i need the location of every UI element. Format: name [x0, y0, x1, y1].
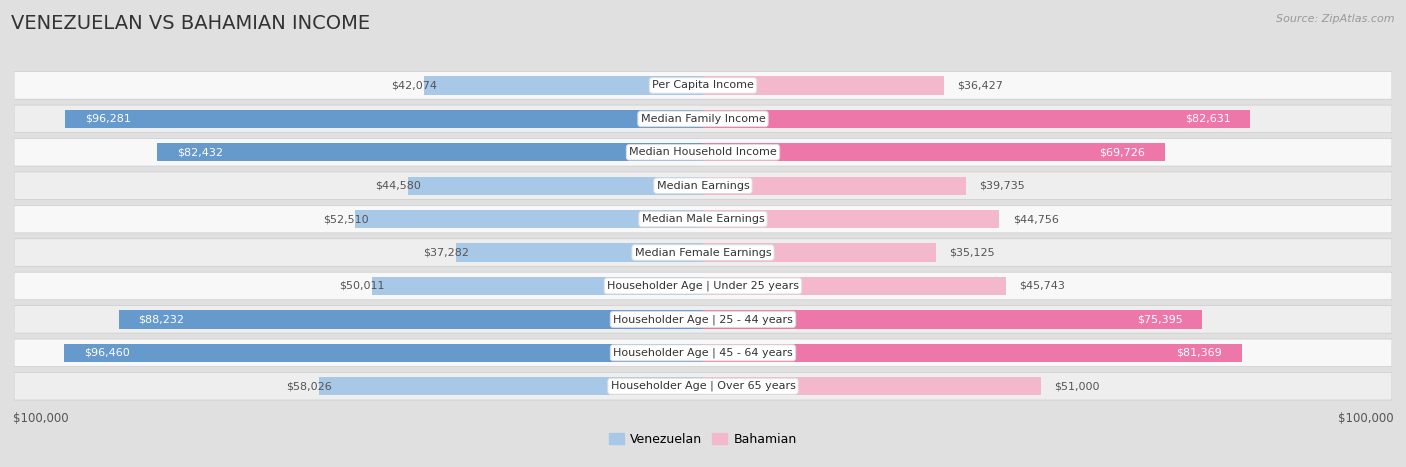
- Bar: [703, 143, 1166, 162]
- Text: Median Household Income: Median Household Income: [628, 147, 778, 157]
- Text: VENEZUELAN VS BAHAMIAN INCOME: VENEZUELAN VS BAHAMIAN INCOME: [11, 14, 370, 33]
- Bar: [703, 210, 1000, 228]
- Text: $96,460: $96,460: [84, 348, 129, 358]
- Text: Per Capita Income: Per Capita Income: [652, 80, 754, 91]
- Text: $45,743: $45,743: [1019, 281, 1066, 291]
- Text: Householder Age | 25 - 44 years: Householder Age | 25 - 44 years: [613, 314, 793, 325]
- Bar: [703, 310, 1202, 329]
- Bar: [703, 243, 935, 262]
- Text: Householder Age | Under 25 years: Householder Age | Under 25 years: [607, 281, 799, 291]
- Text: $96,281: $96,281: [86, 114, 131, 124]
- Bar: [703, 277, 1007, 295]
- FancyBboxPatch shape: [14, 105, 1392, 133]
- Legend: Venezuelan, Bahamian: Venezuelan, Bahamian: [605, 428, 801, 451]
- Text: Median Female Earnings: Median Female Earnings: [634, 248, 772, 257]
- Text: Median Earnings: Median Earnings: [657, 181, 749, 191]
- FancyBboxPatch shape: [14, 139, 1392, 166]
- Bar: [456, 243, 703, 262]
- Text: Median Family Income: Median Family Income: [641, 114, 765, 124]
- FancyBboxPatch shape: [14, 239, 1392, 266]
- Text: Householder Age | Over 65 years: Householder Age | Over 65 years: [610, 381, 796, 391]
- FancyBboxPatch shape: [14, 172, 1392, 199]
- Text: Source: ZipAtlas.com: Source: ZipAtlas.com: [1277, 14, 1395, 24]
- FancyBboxPatch shape: [14, 272, 1392, 300]
- Bar: [65, 344, 703, 362]
- Bar: [157, 143, 703, 162]
- Bar: [703, 110, 1250, 128]
- Text: $82,631: $82,631: [1185, 114, 1230, 124]
- Text: $82,432: $82,432: [177, 147, 222, 157]
- Text: $44,580: $44,580: [375, 181, 420, 191]
- Text: $58,026: $58,026: [285, 381, 332, 391]
- Text: $88,232: $88,232: [138, 314, 184, 325]
- Bar: [703, 76, 945, 95]
- Text: $51,000: $51,000: [1054, 381, 1099, 391]
- Bar: [65, 110, 703, 128]
- Text: $52,510: $52,510: [323, 214, 368, 224]
- Bar: [319, 377, 703, 396]
- Bar: [371, 277, 703, 295]
- Text: $75,395: $75,395: [1137, 314, 1182, 325]
- Bar: [703, 344, 1241, 362]
- Text: $50,011: $50,011: [339, 281, 385, 291]
- Text: $81,369: $81,369: [1177, 348, 1222, 358]
- FancyBboxPatch shape: [14, 305, 1392, 333]
- Bar: [356, 210, 703, 228]
- Text: $44,756: $44,756: [1012, 214, 1059, 224]
- Bar: [425, 76, 703, 95]
- Text: $42,074: $42,074: [391, 80, 437, 91]
- Bar: [703, 177, 966, 195]
- Text: Median Male Earnings: Median Male Earnings: [641, 214, 765, 224]
- Bar: [703, 377, 1040, 396]
- Text: $69,726: $69,726: [1099, 147, 1144, 157]
- FancyBboxPatch shape: [14, 205, 1392, 233]
- Bar: [118, 310, 703, 329]
- FancyBboxPatch shape: [14, 373, 1392, 400]
- Text: $35,125: $35,125: [949, 248, 994, 257]
- Text: Householder Age | 45 - 64 years: Householder Age | 45 - 64 years: [613, 347, 793, 358]
- Text: $37,282: $37,282: [423, 248, 470, 257]
- Text: $39,735: $39,735: [980, 181, 1025, 191]
- Text: $36,427: $36,427: [957, 80, 1004, 91]
- FancyBboxPatch shape: [14, 339, 1392, 367]
- FancyBboxPatch shape: [14, 71, 1392, 99]
- Bar: [408, 177, 703, 195]
